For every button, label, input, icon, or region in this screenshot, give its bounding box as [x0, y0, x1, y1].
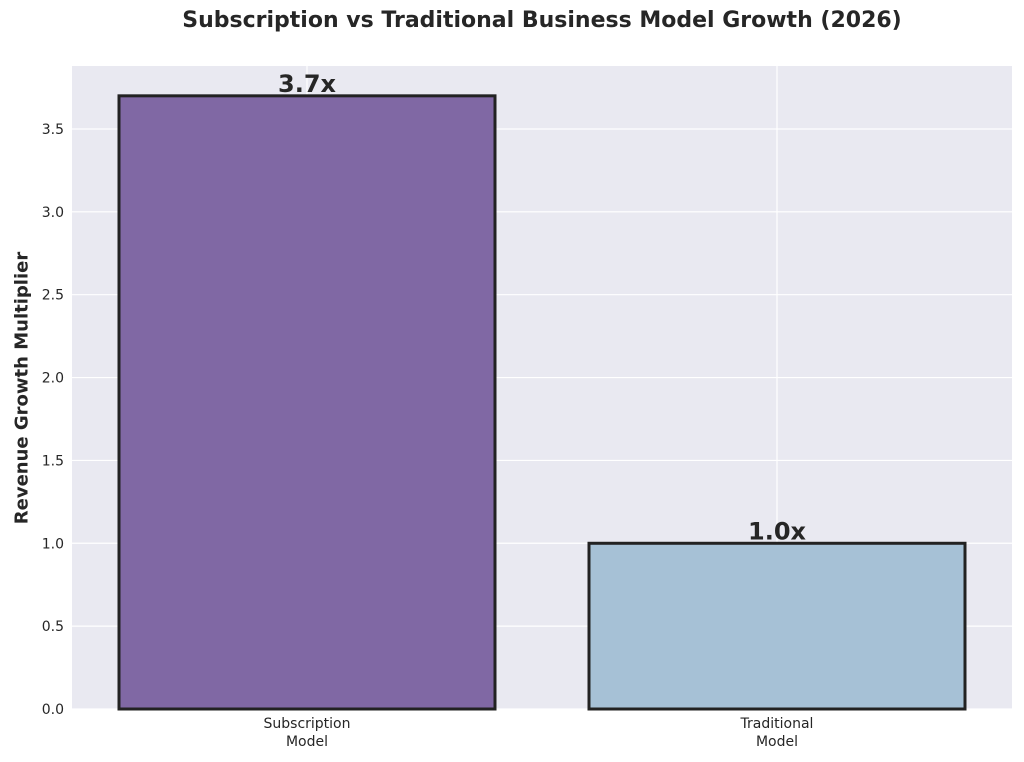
y-tick-label: 3.0: [42, 205, 64, 221]
x-tick-label: Traditional: [740, 716, 814, 732]
data-label: 3.7x: [278, 70, 337, 98]
data-label: 1.0x: [748, 517, 807, 545]
x-tick-label: Model: [756, 734, 798, 750]
y-tick-label: 0.5: [42, 619, 64, 635]
y-tick-label: 2.0: [42, 371, 64, 387]
y-tick-label: 3.5: [42, 122, 64, 138]
y-tick-label: 2.5: [42, 288, 64, 304]
bar-subscription: [117, 94, 497, 711]
bar-traditional: [587, 541, 967, 711]
y-tick-label: 1.5: [42, 453, 64, 469]
x-tick-label: Model: [286, 734, 328, 750]
y-tick-label: 0.0: [42, 702, 64, 718]
chart-title: Subscription vs Traditional Business Mod…: [182, 8, 902, 33]
x-tick-label: Subscription: [264, 716, 351, 732]
y-tick-label: 1.0: [42, 536, 64, 552]
